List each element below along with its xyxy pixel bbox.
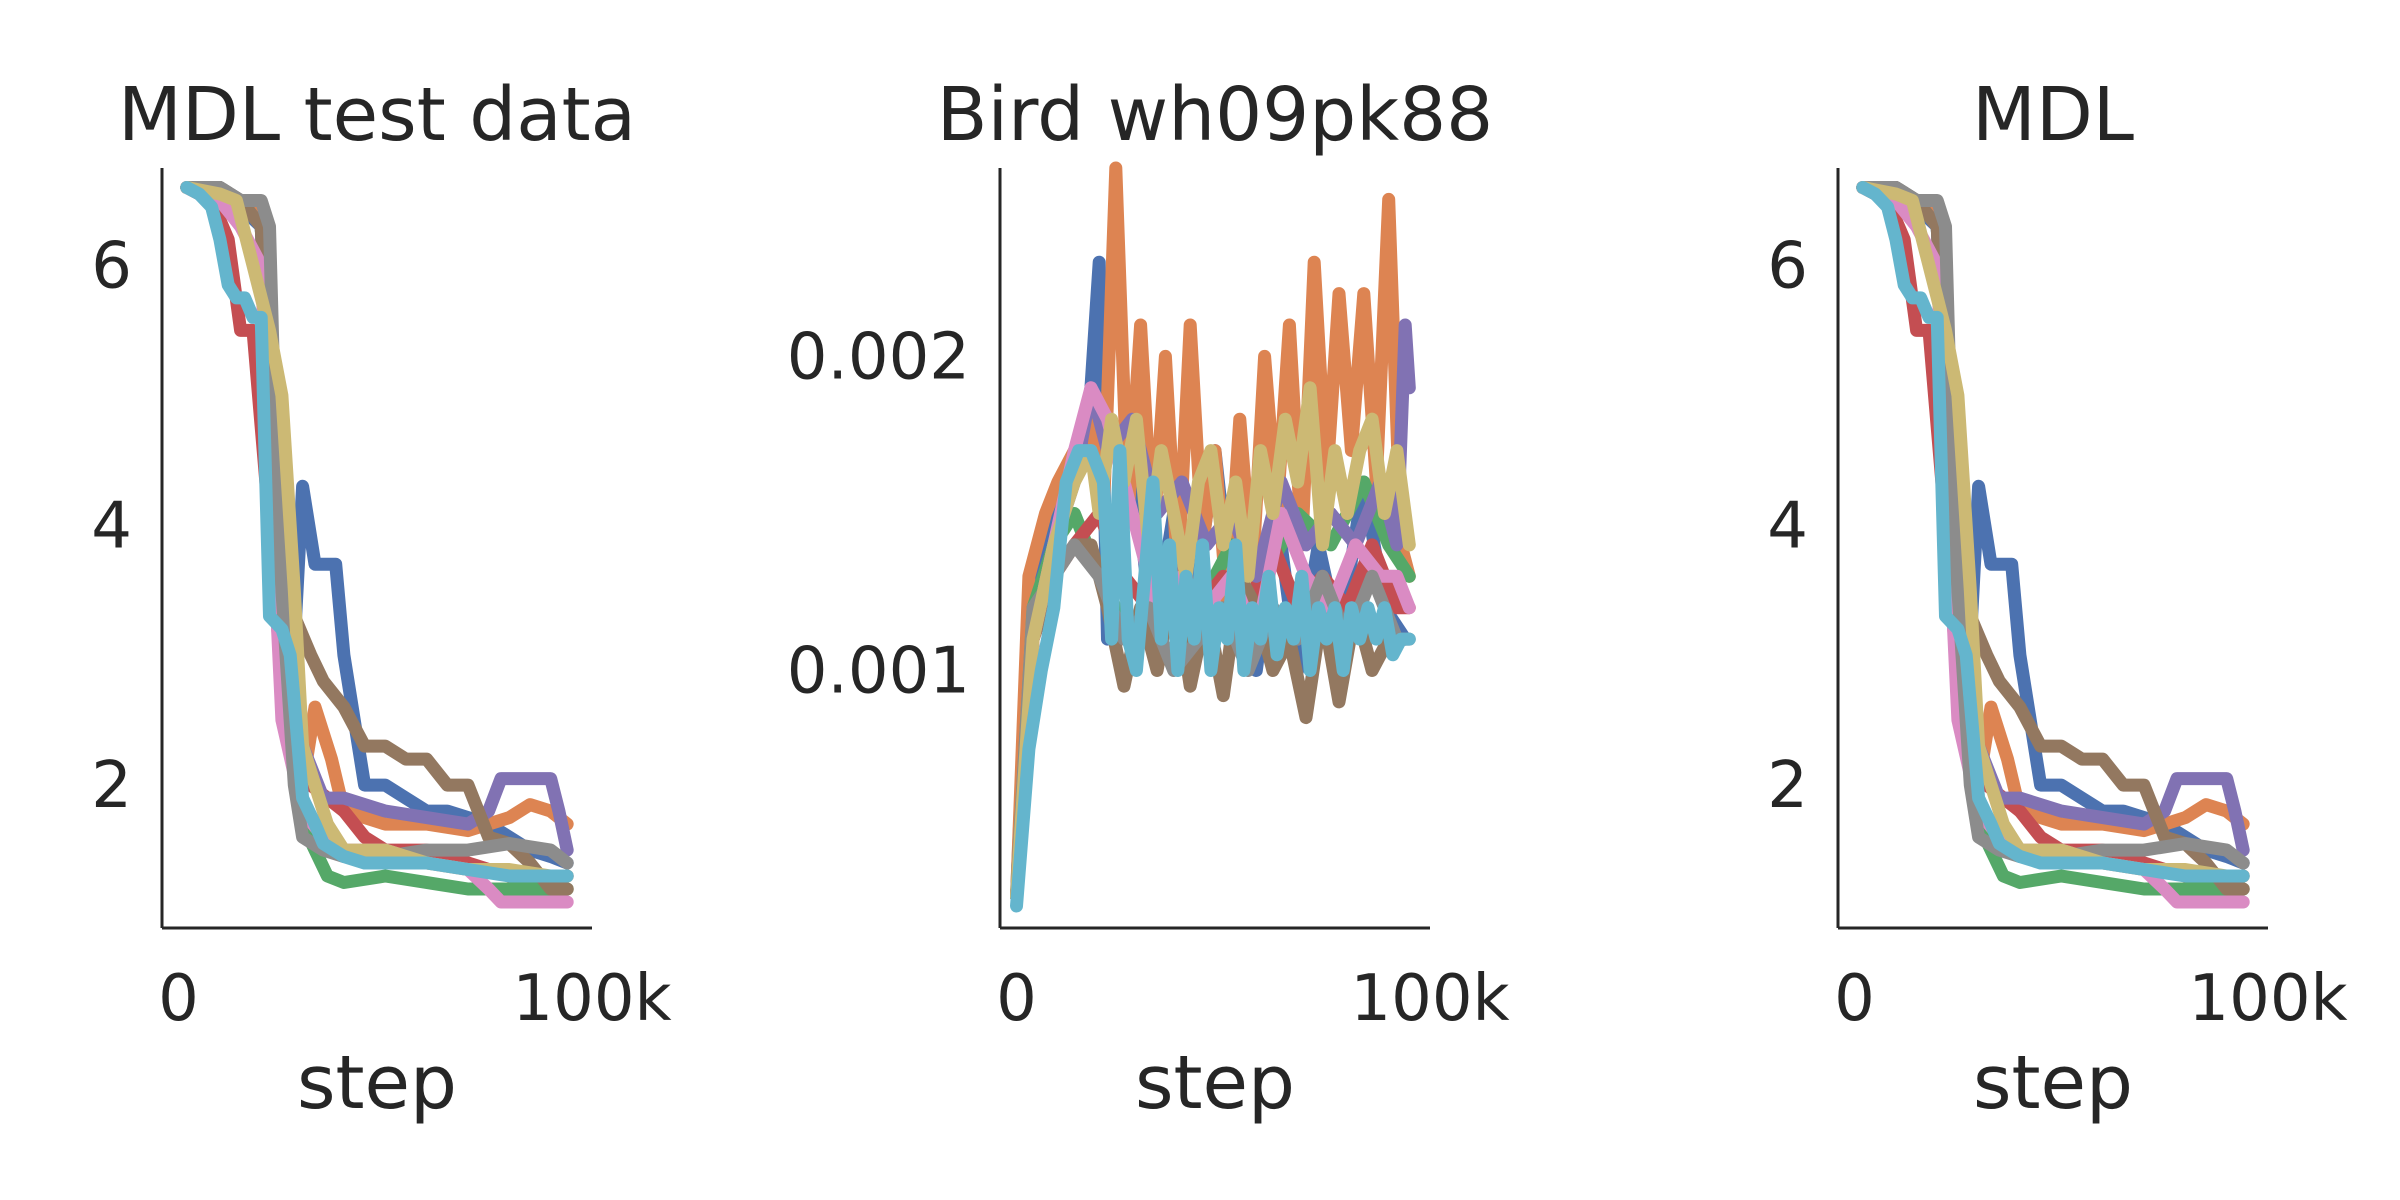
series-line-10 xyxy=(1856,181,2250,883)
y-tick-label: 6 xyxy=(91,229,132,303)
y-tick-label: 2 xyxy=(1767,749,1808,823)
panel-bird-wh09pk88: Bird wh09pk88 step 0.001 0.002 0 100k xyxy=(787,72,1510,1126)
y-tick-label: 4 xyxy=(91,489,132,563)
series-line-10 xyxy=(1010,444,1416,913)
x-tick-label: 100k xyxy=(1350,962,1509,1036)
x-axis-label: step xyxy=(1973,1040,2133,1126)
x-tick-label: 100k xyxy=(2188,962,2347,1036)
y-tick-label: 2 xyxy=(91,749,132,823)
y-tick-label: 6 xyxy=(1767,229,1808,303)
panel-title: Bird wh09pk88 xyxy=(937,72,1494,158)
x-axis-label: step xyxy=(1135,1040,1295,1126)
series-line-1 xyxy=(180,181,574,870)
panel-title: MDL xyxy=(1972,72,2134,158)
panel-mdl-test-data: MDL test data step 2 4 6 0 100k xyxy=(91,72,671,1126)
series-line-2 xyxy=(1856,181,2250,838)
series-line-8 xyxy=(1856,181,2250,870)
series-group xyxy=(1010,161,1416,913)
series-group xyxy=(1856,181,2250,909)
x-axis-label: step xyxy=(297,1040,457,1126)
series-line-10 xyxy=(180,181,574,883)
y-tick-label: 0.001 xyxy=(787,634,970,708)
panel-mdl: MDL step 2 4 6 0 100k xyxy=(1767,72,2347,1126)
series-group xyxy=(180,181,574,909)
x-tick-label: 0 xyxy=(158,962,199,1036)
y-tick-label: 4 xyxy=(1767,489,1808,563)
series-line-2 xyxy=(180,181,574,838)
panel-title: MDL test data xyxy=(118,72,636,158)
x-tick-label: 0 xyxy=(1834,962,1875,1036)
series-line-1 xyxy=(1856,181,2250,870)
x-tick-label: 100k xyxy=(512,962,671,1036)
series-line-8 xyxy=(180,181,574,870)
y-tick-label: 0.002 xyxy=(787,320,970,394)
x-tick-label: 0 xyxy=(996,962,1037,1036)
